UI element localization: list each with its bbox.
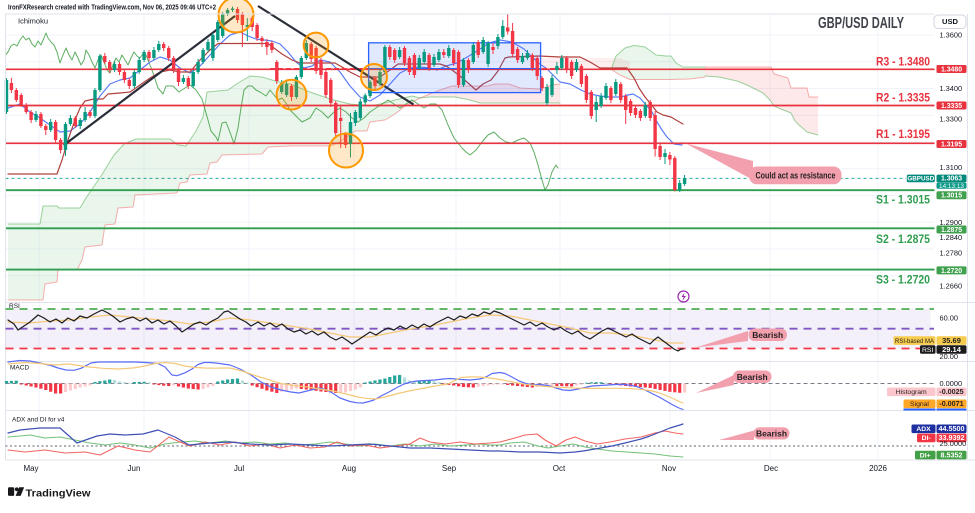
svg-text:Histogram: Histogram (896, 389, 927, 396)
svg-text:1.3335: 1.3335 (941, 103, 962, 110)
svg-text:GBP/USD DAILY: GBP/USD DAILY (818, 15, 904, 32)
svg-text:44.5500: 44.5500 (939, 424, 965, 433)
svg-text:20.00: 20.00 (940, 352, 959, 361)
svg-text:60.00: 60.00 (940, 314, 959, 323)
svg-text:1.2900: 1.2900 (940, 218, 963, 227)
svg-text:-0.0025: -0.0025 (939, 387, 963, 396)
svg-text:1.3015: 1.3015 (941, 193, 962, 200)
svg-text:1.3400: 1.3400 (940, 84, 963, 93)
svg-text:GBPUSD: GBPUSD (907, 175, 934, 182)
svg-text:1.2875: 1.2875 (941, 227, 962, 234)
svg-text:1.2720: 1.2720 (941, 268, 962, 275)
svg-text:MACD: MACD (10, 365, 29, 372)
svg-text:25.0000: 25.0000 (940, 439, 967, 448)
svg-text:1.3600: 1.3600 (940, 31, 963, 40)
svg-text:RSI: RSI (922, 347, 933, 354)
svg-text:Dec: Dec (764, 464, 778, 473)
svg-text:Signal: Signal (910, 401, 929, 408)
svg-text:Bearish: Bearish (756, 429, 787, 439)
svg-text:IronFXResearch created with Tr: IronFXResearch created with TradingView.… (8, 3, 216, 12)
svg-text:Aug: Aug (342, 464, 356, 473)
svg-text:Bearish: Bearish (737, 372, 768, 382)
svg-text:S3 - 1.2720: S3 - 1.2720 (876, 275, 930, 287)
svg-text:S2 - 1.2875: S2 - 1.2875 (876, 234, 931, 246)
svg-text:1.2780: 1.2780 (940, 249, 963, 258)
svg-text:Nov: Nov (662, 464, 676, 473)
svg-text:R2 - 1.3335: R2 - 1.3335 (876, 93, 931, 105)
svg-text:Could act as resistance: Could act as resistance (756, 171, 836, 181)
svg-text:Ichimoku: Ichimoku (18, 17, 48, 26)
svg-text:1.3063: 1.3063 (941, 176, 962, 183)
svg-text:DI+: DI+ (920, 452, 931, 459)
svg-text:Sep: Sep (442, 464, 457, 473)
svg-text:ADX: ADX (916, 426, 931, 433)
svg-text:1.3195: 1.3195 (941, 141, 962, 148)
svg-text:R1 - 1.3195: R1 - 1.3195 (876, 129, 931, 141)
svg-text:1.3100: 1.3100 (940, 163, 963, 172)
svg-text:-0.0071: -0.0071 (939, 399, 963, 408)
svg-text:35.69: 35.69 (942, 336, 961, 345)
svg-text:S1 - 1.3015: S1 - 1.3015 (876, 195, 931, 207)
svg-text:1.3480: 1.3480 (941, 66, 962, 73)
svg-text:Jul: Jul (234, 464, 244, 473)
svg-text:29.14: 29.14 (942, 345, 962, 354)
svg-text:2026: 2026 (869, 464, 887, 473)
svg-text:14:13:13: 14:13:13 (939, 183, 964, 190)
svg-text:RSI-based MA: RSI-based MA (895, 338, 934, 345)
svg-text:ADX and DI for v4: ADX and DI for v4 (12, 417, 65, 424)
svg-text:1.2660: 1.2660 (940, 282, 963, 291)
svg-text:TradingView: TradingView (26, 487, 92, 499)
svg-text:Jun: Jun (128, 464, 141, 473)
svg-text:R3 - 1.3480: R3 - 1.3480 (876, 57, 930, 69)
svg-text:1.3300: 1.3300 (940, 115, 963, 124)
svg-text:0.0000: 0.0000 (940, 379, 963, 388)
svg-text:RSI: RSI (9, 303, 20, 310)
svg-text:1.2840: 1.2840 (940, 233, 963, 242)
svg-text:Bearish: Bearish (752, 330, 783, 340)
svg-text:33.9392: 33.9392 (939, 433, 965, 442)
svg-text:May: May (23, 464, 38, 473)
svg-text:USD: USD (942, 17, 959, 26)
svg-text:DI-: DI- (922, 435, 931, 442)
svg-text:Oct: Oct (553, 464, 566, 473)
svg-text:8.5352: 8.5352 (941, 450, 963, 459)
